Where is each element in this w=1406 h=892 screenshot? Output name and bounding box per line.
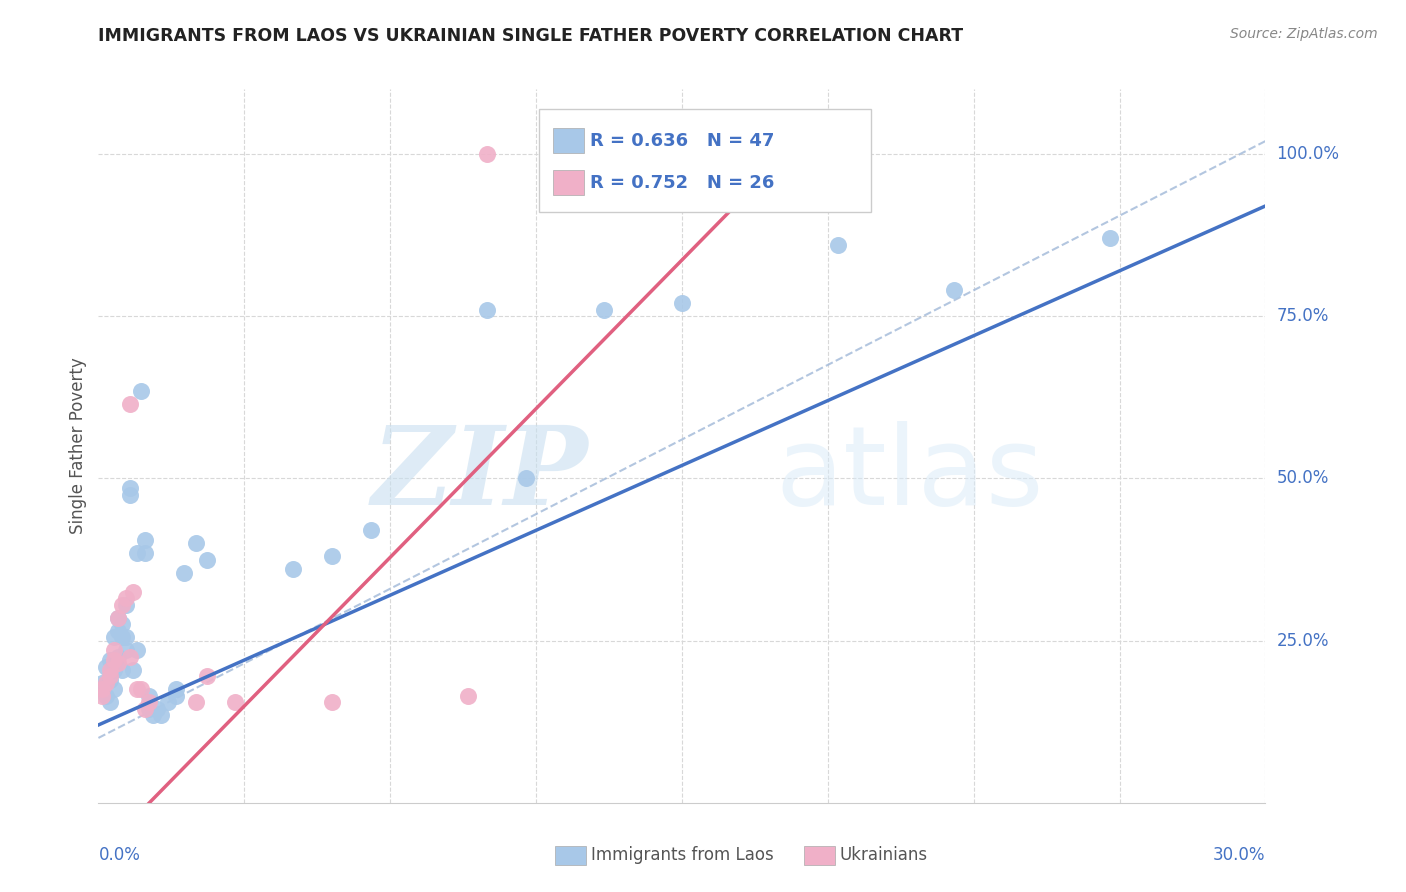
Point: [593, 147, 616, 161]
Point: [138, 695, 160, 709]
Point: [98, 695, 121, 709]
Point: [103, 663, 125, 677]
Point: [146, 702, 169, 716]
Point: [103, 682, 125, 697]
Text: atlas: atlas: [775, 421, 1043, 528]
Point: [360, 524, 382, 538]
Point: [477, 147, 499, 161]
Point: [111, 617, 134, 632]
Point: [173, 566, 195, 580]
Y-axis label: Single Father Poverty: Single Father Poverty: [69, 358, 87, 534]
Text: 50.0%: 50.0%: [1277, 469, 1329, 487]
Point: [96, 689, 118, 703]
Point: [114, 598, 136, 612]
Point: [134, 546, 156, 560]
Point: [321, 695, 343, 709]
Point: [281, 562, 304, 576]
Point: [827, 238, 849, 252]
Point: [103, 643, 125, 657]
Point: [321, 549, 343, 564]
Point: [127, 546, 149, 560]
Point: [129, 682, 152, 697]
Text: ZIP: ZIP: [373, 421, 589, 528]
Text: 75.0%: 75.0%: [1277, 307, 1329, 326]
Point: [477, 302, 499, 317]
Text: R = 0.752   N = 26: R = 0.752 N = 26: [589, 174, 775, 192]
Text: 30.0%: 30.0%: [1213, 846, 1265, 863]
Point: [98, 653, 121, 667]
Point: [149, 708, 172, 723]
Point: [671, 147, 693, 161]
Point: [134, 533, 156, 547]
Point: [91, 689, 114, 703]
Point: [114, 631, 136, 645]
Point: [111, 631, 134, 645]
Point: [103, 653, 125, 667]
Point: [165, 682, 187, 697]
Point: [111, 663, 134, 677]
Point: [96, 675, 118, 690]
Text: R = 0.636   N = 47: R = 0.636 N = 47: [589, 132, 775, 150]
Point: [129, 384, 152, 398]
Point: [593, 302, 616, 317]
Text: Immigrants from Laos: Immigrants from Laos: [591, 847, 773, 864]
Point: [157, 695, 180, 709]
Point: [98, 663, 121, 677]
Point: [671, 296, 693, 310]
Point: [224, 695, 246, 709]
Point: [1098, 231, 1121, 245]
Point: [118, 481, 141, 495]
Point: [96, 659, 118, 673]
Point: [107, 657, 129, 671]
Text: Source: ZipAtlas.com: Source: ZipAtlas.com: [1230, 27, 1378, 41]
Point: [118, 488, 141, 502]
Text: IMMIGRANTS FROM LAOS VS UKRAINIAN SINGLE FATHER POVERTY CORRELATION CHART: IMMIGRANTS FROM LAOS VS UKRAINIAN SINGLE…: [98, 27, 963, 45]
Point: [142, 708, 165, 723]
Text: 0.0%: 0.0%: [98, 846, 141, 863]
Point: [91, 675, 114, 690]
Point: [195, 669, 218, 683]
Point: [184, 695, 207, 709]
Point: [107, 611, 129, 625]
Point: [138, 689, 160, 703]
Point: [943, 283, 966, 297]
Point: [107, 624, 129, 638]
Point: [457, 689, 479, 703]
Point: [127, 682, 149, 697]
Point: [184, 536, 207, 550]
Point: [122, 663, 145, 677]
Point: [98, 673, 121, 687]
Text: 100.0%: 100.0%: [1277, 145, 1340, 163]
Point: [195, 552, 218, 566]
Point: [103, 631, 125, 645]
Point: [122, 585, 145, 599]
Point: [111, 598, 134, 612]
Point: [114, 643, 136, 657]
Point: [165, 689, 187, 703]
Point: [107, 611, 129, 625]
Point: [118, 397, 141, 411]
Text: Ukrainians: Ukrainians: [839, 847, 928, 864]
Point: [114, 591, 136, 606]
Point: [107, 649, 129, 664]
Point: [138, 702, 160, 716]
Point: [134, 702, 156, 716]
Point: [515, 471, 537, 485]
Point: [118, 649, 141, 664]
Text: 25.0%: 25.0%: [1277, 632, 1329, 649]
Point: [98, 669, 121, 683]
Point: [127, 643, 149, 657]
Point: [91, 682, 114, 697]
